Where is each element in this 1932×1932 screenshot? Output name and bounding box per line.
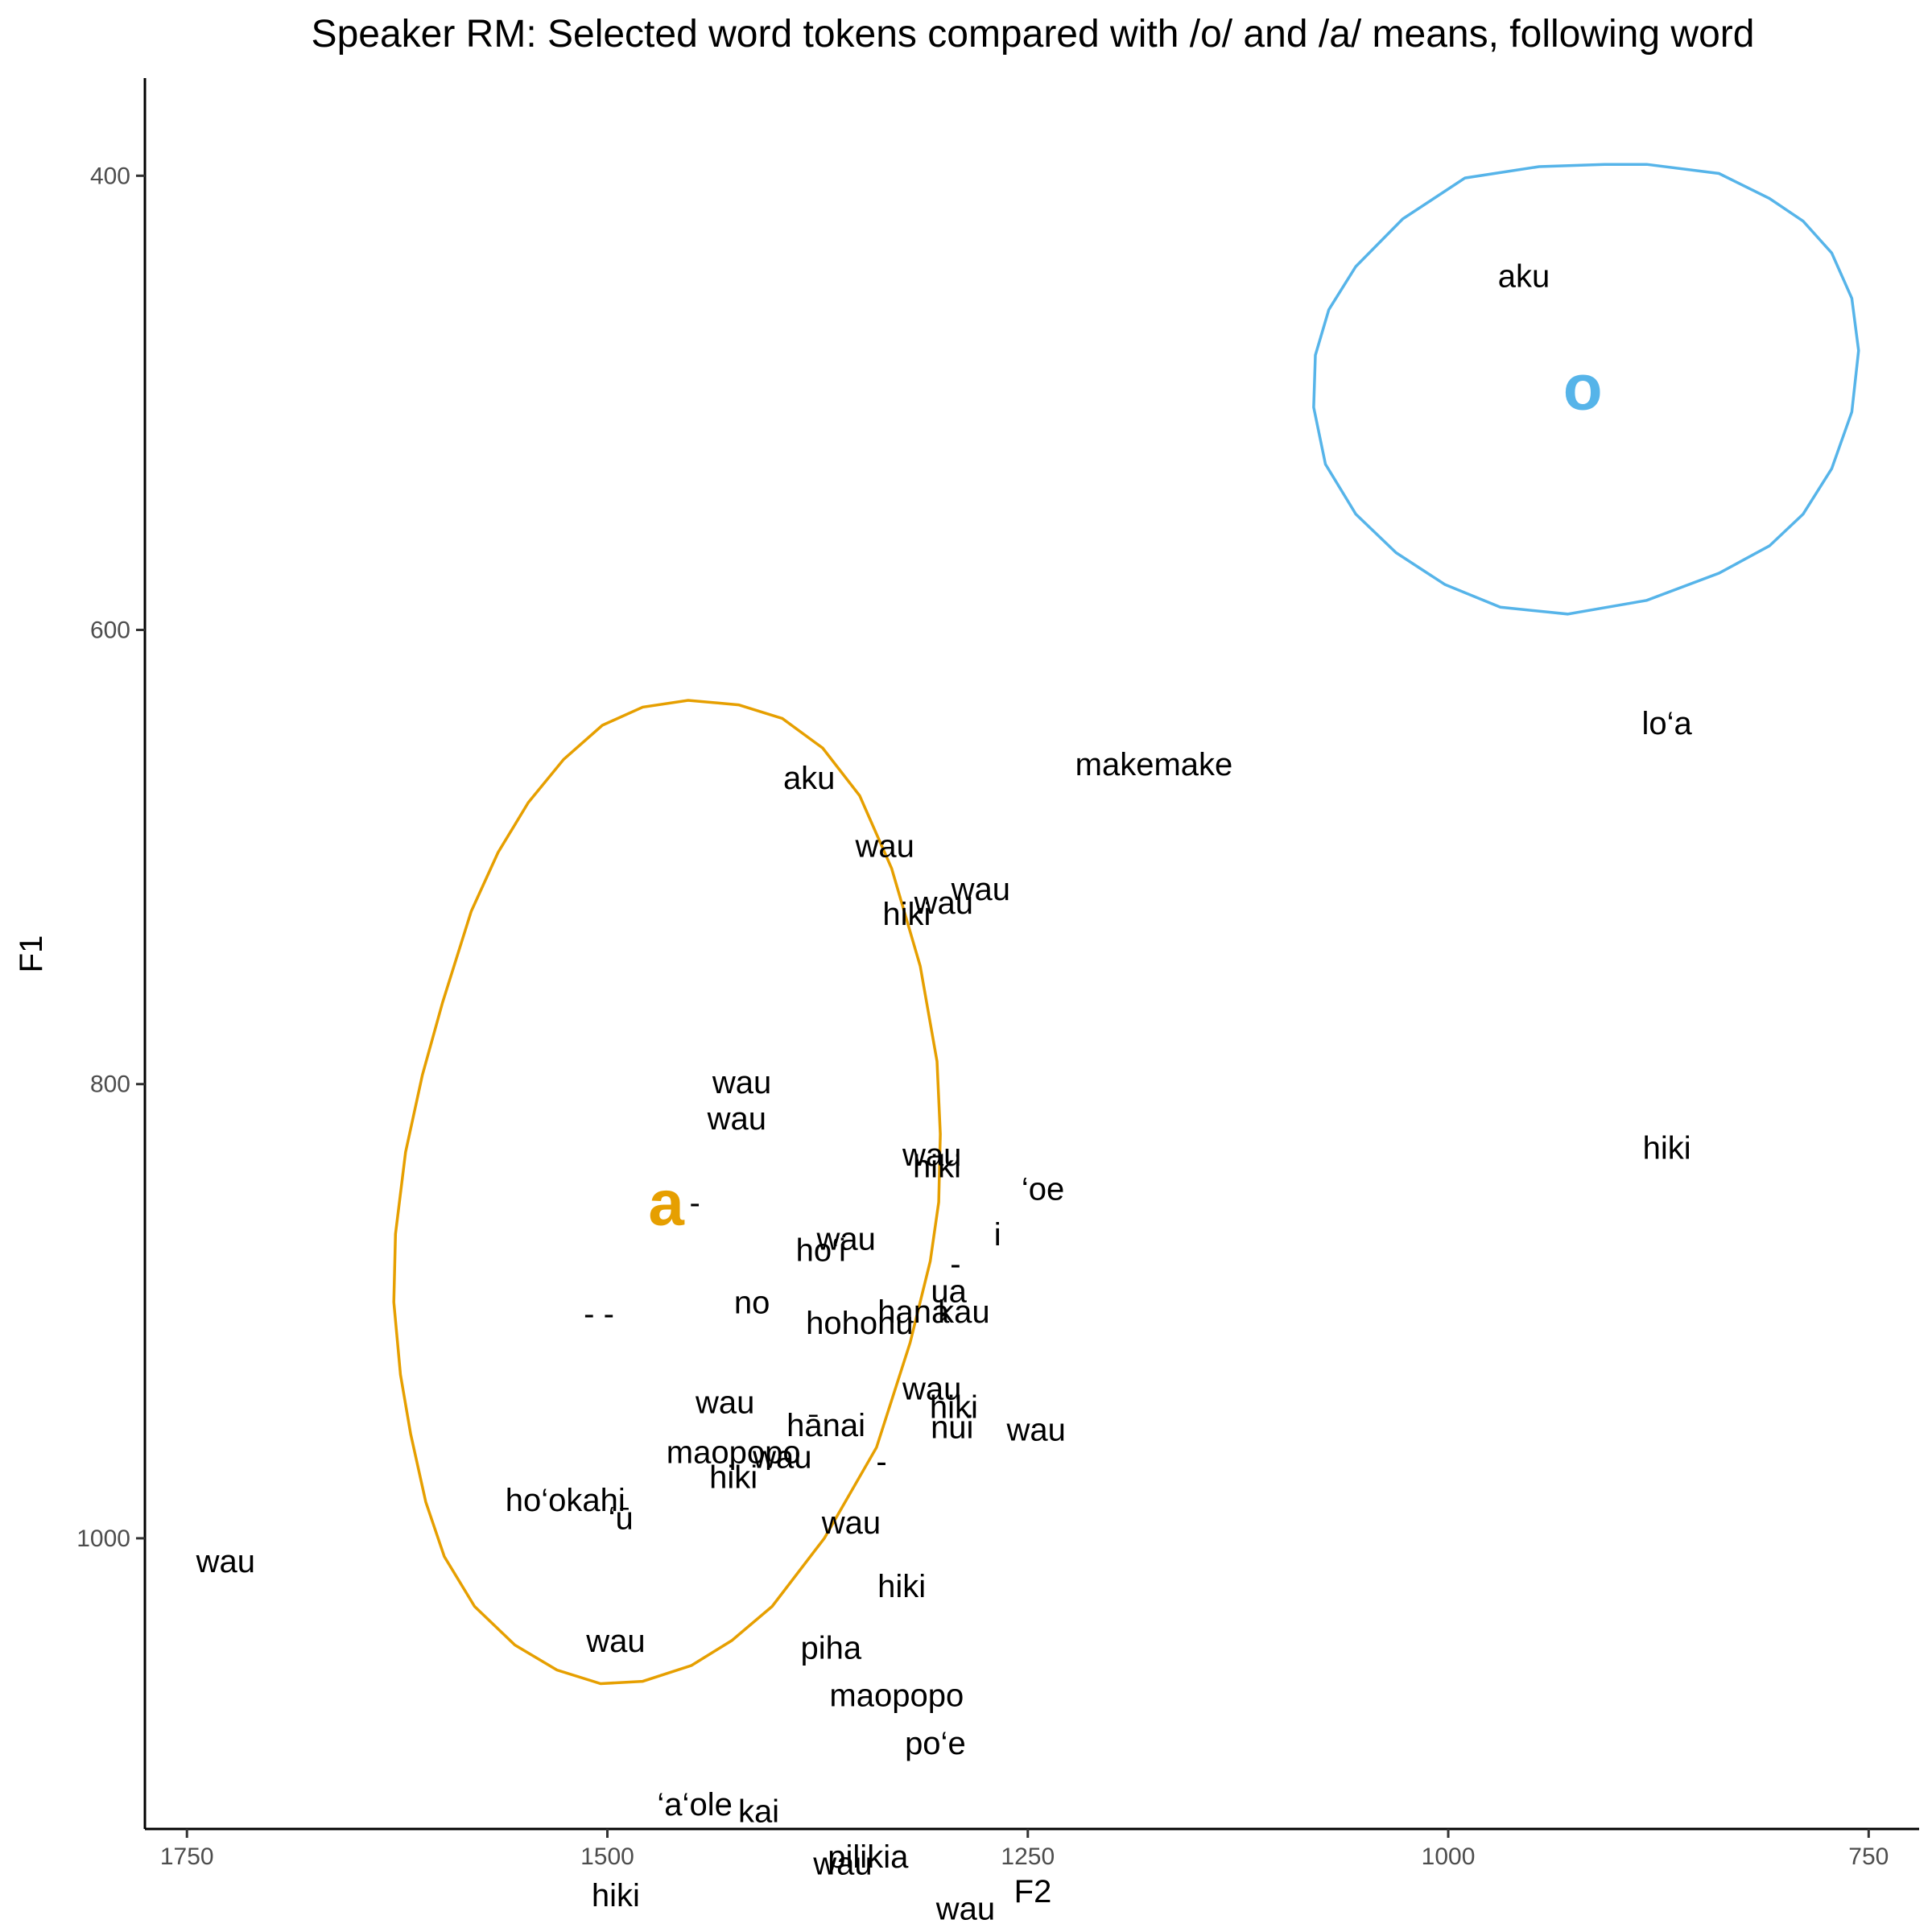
word-token: wau [585,1624,645,1659]
word-token: hiki [709,1460,758,1496]
x-tick-label: 1500 [580,1843,634,1870]
x-tick-label: 750 [1848,1843,1889,1870]
x-tick-label: 1000 [1422,1843,1476,1870]
mean-label-a: a [648,1166,684,1238]
word-token: wau [951,872,1010,907]
ellipses [392,163,1860,1686]
word-token: kau [938,1294,990,1330]
word-token: hiki [913,1149,961,1184]
word-token: i [994,1217,1001,1253]
word-token: ‘a‘ole [657,1787,732,1823]
word-token: hiki [1643,1131,1691,1166]
word-token: ho‘okahi [506,1483,625,1518]
vowel-means: oa [648,352,1602,1239]
word-token: wau [855,829,914,865]
ellipse-a [392,699,942,1686]
word-token: wau [815,1222,875,1257]
word-token: maopopo [829,1678,964,1714]
word-token: lo‘a [1642,706,1693,741]
word-token: hānai [786,1408,865,1443]
x-tick-label: 1250 [1001,1843,1055,1870]
x-ticks: 1750 1500 1250 1000 750 [160,1829,1889,1870]
word-tokens: akulo‘amakemakeakuwauwauhikiwauwauwauhik… [196,258,1693,1926]
y-tick-label: 1000 [76,1525,130,1552]
word-token: wau [821,1505,881,1541]
y-axis-title: F1 [14,935,49,973]
word-token: hiki [592,1878,640,1913]
word-token: wau [902,1372,961,1407]
chart-title: Speaker RM: Selected word tokens compare… [312,13,1755,56]
word-token: hiki [882,897,931,932]
word-token: hiki [930,1389,978,1425]
y-tick-label: 400 [90,163,130,189]
word-token: wau [902,1137,961,1173]
word-token: wau [1006,1413,1066,1448]
word-token: aku [1498,258,1550,294]
word-token: wau [695,1385,754,1421]
axes [143,78,1919,1831]
word-token: maopopo [667,1435,801,1471]
word-token: wau [707,1101,766,1137]
y-tick-label: 600 [90,617,130,644]
x-tick-label: 1750 [160,1843,214,1870]
word-token: po‘e [905,1726,966,1761]
y-ticks: 400 600 800 1000 [76,163,145,1552]
word-token: pilikia [828,1839,909,1875]
word-token: ua [931,1274,967,1309]
word-token: - [689,1185,700,1220]
x-axis-title: F2 [1014,1874,1052,1909]
ellipse-o [1312,163,1860,616]
word-token: ‘ū [609,1501,634,1537]
word-token: no [734,1286,770,1321]
word-token: makemake [1075,747,1233,782]
mean-label-o: o [1563,352,1603,423]
word-token: - [876,1444,886,1480]
word-token: kai [738,1794,779,1829]
word-token: wau [812,1846,872,1881]
word-token: - [950,1247,960,1282]
y-tick-label: 800 [90,1071,130,1098]
word-token: wau [914,886,973,921]
word-token: wau [752,1439,811,1475]
word-token: wau [935,1892,995,1927]
word-token: hiki [877,1569,926,1604]
word-token: ‘oe [1022,1171,1064,1207]
word-token: hohonu [806,1306,913,1341]
word-token: aku [783,761,836,796]
word-token: wau [712,1065,771,1100]
word-token: - - [584,1297,614,1332]
word-token: piha [801,1630,862,1666]
word-token: ho‘i [796,1233,846,1269]
word-token: hana [877,1294,950,1330]
word-token: wau [196,1544,255,1579]
word-token: nui [931,1410,973,1446]
